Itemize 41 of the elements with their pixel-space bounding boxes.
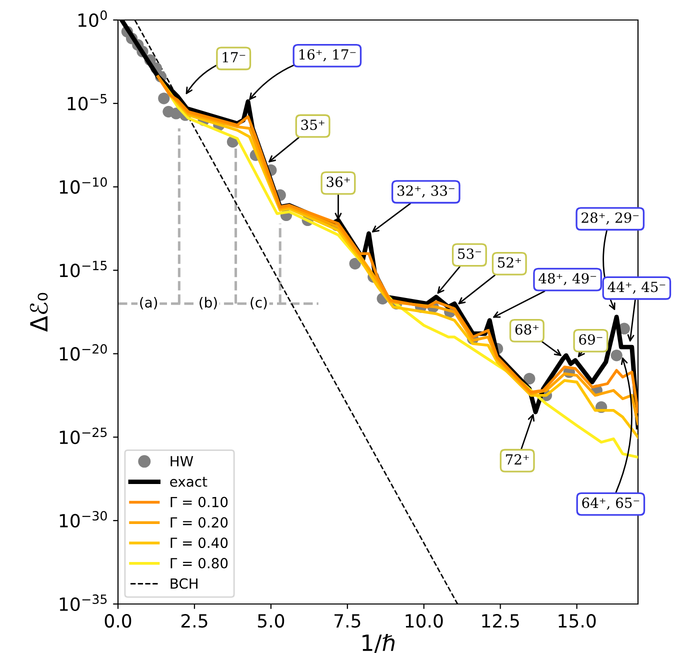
x-tick-label: 5.0	[258, 614, 284, 628]
x-axis-title: 1/ℏ	[362, 634, 395, 653]
legend-label: Γ = 0.20	[170, 517, 228, 528]
y-tick-label: 10$^{−15}$	[60, 260, 107, 278]
legend-label: Γ = 0.10	[170, 496, 228, 508]
y-tick-label: 10$^{0}$	[78, 10, 107, 27]
x-tick-label: 10.0	[406, 614, 443, 628]
annotation: 64⁺, 65⁻	[582, 498, 640, 510]
annotation: 16⁺, 17⁻	[299, 49, 356, 62]
y-axis-title: Δℰ₀	[30, 292, 48, 332]
annotation: (b)	[200, 296, 217, 310]
annotation: 69⁻	[579, 334, 602, 345]
annotation: (c)	[250, 296, 267, 310]
y-tick-label: 10$^{−10}$	[60, 177, 107, 194]
annotation: 53⁻	[458, 248, 482, 259]
annotation: 32⁺, 33⁻	[398, 185, 454, 198]
annotation: 72⁺	[506, 454, 529, 464]
y-tick-label: 10$^{−35}$	[60, 594, 107, 611]
annotation: 52⁺	[498, 257, 521, 268]
annotation: 48⁺, 49⁻	[538, 273, 596, 286]
y-tick-label: 10$^{−25}$	[60, 428, 107, 444]
x-tick-label: 12.5	[482, 614, 519, 628]
annotation: 28⁺, 29⁻	[582, 212, 639, 225]
x-tick-label: 15.0	[558, 614, 596, 628]
annotation: 36⁺	[326, 176, 350, 188]
annotation: 17⁻	[222, 52, 246, 62]
annotation: (a)	[140, 296, 158, 310]
annotation: 68⁺	[515, 324, 539, 335]
legend-label: Γ = 0.80	[170, 558, 228, 568]
y-tick-label: 10$^{−30}$	[60, 511, 107, 528]
x-tick-label: 0.0	[104, 614, 132, 628]
x-tick-label: 2.5	[181, 614, 208, 628]
legend-label: Γ = 0.40	[170, 538, 228, 548]
annotation: 35⁺	[301, 120, 324, 130]
legend-label: exact	[170, 476, 208, 487]
y-tick-label: 10$^{−5}$	[68, 94, 107, 110]
legend-label: BCH	[170, 578, 198, 589]
x-tick-label: 7.5	[334, 614, 360, 628]
annotation: 44⁺, 45⁻	[608, 282, 666, 294]
legend-label: HW	[170, 456, 194, 466]
y-tick-label: 10$^{−20}$	[60, 344, 107, 361]
